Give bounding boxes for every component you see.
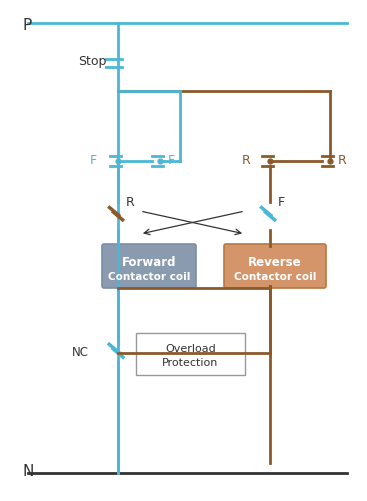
Text: N: N: [22, 463, 33, 478]
Text: R: R: [126, 196, 135, 209]
FancyBboxPatch shape: [224, 244, 326, 289]
Text: Stop: Stop: [78, 56, 106, 68]
Text: F: F: [90, 153, 97, 166]
Text: Contactor coil: Contactor coil: [234, 272, 316, 282]
Text: Forward: Forward: [122, 255, 176, 268]
Text: R: R: [242, 153, 251, 166]
Text: F: F: [278, 196, 285, 209]
Text: Contactor coil: Contactor coil: [108, 272, 190, 282]
Text: F: F: [168, 153, 175, 166]
FancyBboxPatch shape: [102, 244, 196, 289]
Text: P: P: [22, 19, 31, 34]
Text: Overload: Overload: [165, 344, 216, 354]
Text: Reverse: Reverse: [248, 255, 302, 268]
FancyBboxPatch shape: [136, 333, 245, 375]
Text: R: R: [338, 153, 347, 166]
Text: NC: NC: [72, 345, 89, 358]
Text: Protection: Protection: [162, 358, 219, 368]
